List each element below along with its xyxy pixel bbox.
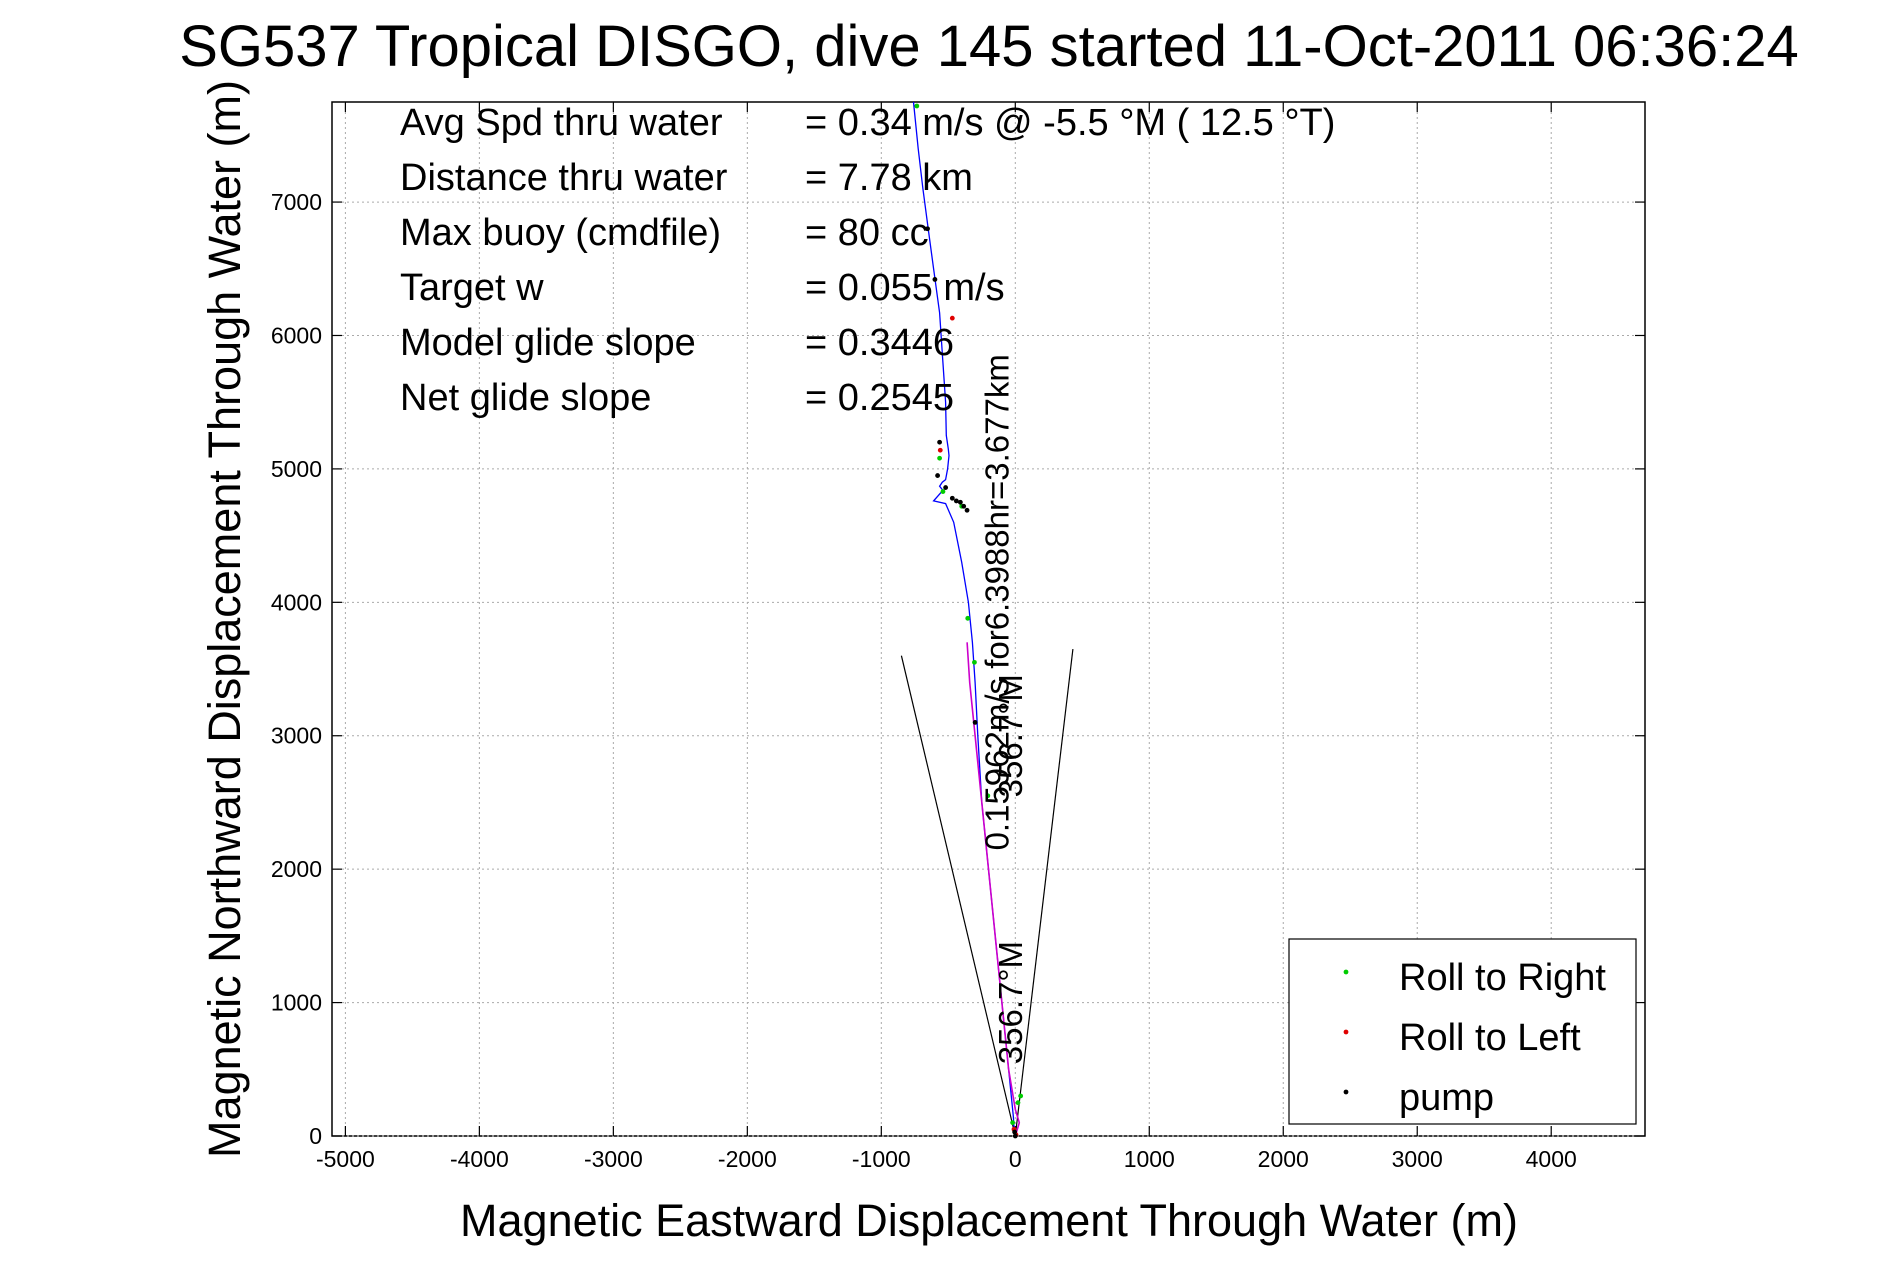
x-tick-label: -1000 [852, 1146, 911, 1172]
legend-label: Roll to Right [1399, 957, 1606, 999]
y-axis-label: Magnetic Northward Displacement Through … [199, 80, 250, 1158]
chart-legend: Roll to Right Roll to Left pump [1288, 938, 1637, 1125]
current-annotation: 356.7°M [992, 674, 1029, 797]
chart-title: SG537 Tropical DISGO, dive 145 started 1… [179, 14, 1799, 79]
y-tick-label: 3000 [271, 723, 322, 749]
y-tick-label: 0 [309, 1123, 322, 1149]
roll-right-marker [940, 489, 946, 494]
stat-label: Model glide slope [400, 322, 696, 364]
y-tick-label: 7000 [271, 189, 322, 215]
roll-right-marker [985, 793, 991, 799]
roll-left-marker [937, 447, 943, 453]
x-tick-label: 1000 [1124, 1146, 1175, 1172]
x-tick-label: 0 [1009, 1146, 1022, 1172]
x-tick-label: -2000 [718, 1146, 777, 1172]
stat-value: = 0.3446 [805, 322, 954, 364]
x-tick-label: -3000 [584, 1146, 643, 1172]
pump-marker [1012, 1129, 1018, 1135]
marker-group [914, 103, 1024, 1139]
current-annotation: 356.7°M [992, 941, 1029, 1064]
roll-left-marker [949, 315, 955, 321]
x-tick-label: -5000 [316, 1146, 375, 1172]
y-tick-label: 2000 [271, 856, 322, 882]
pump-marker [937, 439, 942, 445]
legend-label: Roll to Left [1399, 1017, 1581, 1059]
stat-value: = 0.055 m/s [805, 267, 1005, 309]
roll-right-marker [937, 455, 942, 461]
wedge-right-line [1014, 648, 1074, 1137]
pump-marker [943, 485, 949, 490]
stat-label: Target w [400, 267, 544, 309]
stat-value: = 80 cc [805, 212, 929, 254]
pump-marker [932, 277, 938, 282]
pump-marker [935, 473, 940, 478]
pump-marker [961, 503, 967, 509]
x-tick-label: 3000 [1392, 1146, 1443, 1172]
stat-value: = 0.34 m/s @ -5.5 °M ( 12.5 °T) [805, 102, 1335, 144]
roll-right-marker [1010, 1120, 1016, 1126]
pump-marker [949, 495, 955, 501]
y-tick-label: 5000 [271, 456, 322, 482]
x-axis-label: Magnetic Eastward Displacement Through W… [460, 1195, 1518, 1246]
stat-label: Distance thru water [400, 157, 728, 199]
current-annotation: 0.15962m/s for6.3988hr=3.677km [979, 354, 1016, 850]
legend-marker [1343, 1029, 1349, 1035]
stat-value: = 0.2545 [805, 377, 954, 419]
roll-right-marker [914, 103, 920, 109]
current-wedge [900, 648, 1074, 1137]
legend-label: pump [1399, 1077, 1494, 1119]
stat-value: = 7.78 km [805, 157, 973, 199]
pump-marker [953, 498, 959, 504]
legend-marker [1343, 969, 1349, 975]
x-tick-label: 4000 [1526, 1146, 1577, 1172]
dive-stats-block: Avg Spd thru water = 0.34 m/s @ -5.5 °M (… [400, 102, 1335, 419]
pump-marker [925, 226, 930, 232]
current-series-line [966, 642, 1021, 1137]
stat-label: Avg Spd thru water [400, 102, 723, 144]
annotation-group: 0.15962m/s for6.3988hr=3.677km356.7°M356… [979, 354, 1029, 1064]
y-tick-label: 4000 [271, 589, 322, 615]
roll-right-marker [1015, 1100, 1021, 1106]
roll-right-marker [965, 615, 971, 621]
pump-marker [957, 499, 963, 505]
y-tick-label: 6000 [271, 322, 322, 348]
pump-marker [1012, 1133, 1018, 1139]
roll-right-marker [972, 659, 977, 665]
legend-marker [1343, 1089, 1349, 1095]
pump-marker [972, 720, 978, 725]
y-tick-label: 1000 [271, 990, 322, 1016]
pump-marker [964, 507, 970, 513]
x-tick-label: 2000 [1258, 1146, 1309, 1172]
wedge-left-line [900, 655, 1016, 1137]
stat-label: Max buoy (cmdfile) [400, 212, 721, 254]
stat-label: Net glide slope [400, 377, 651, 419]
roll-right-marker [1018, 1093, 1024, 1099]
axis-ticks: -5000 -4000 -3000 -2000 -1000 0 1000 2000 3000 40… [271, 102, 1645, 1172]
x-tick-label: -4000 [450, 1146, 509, 1172]
